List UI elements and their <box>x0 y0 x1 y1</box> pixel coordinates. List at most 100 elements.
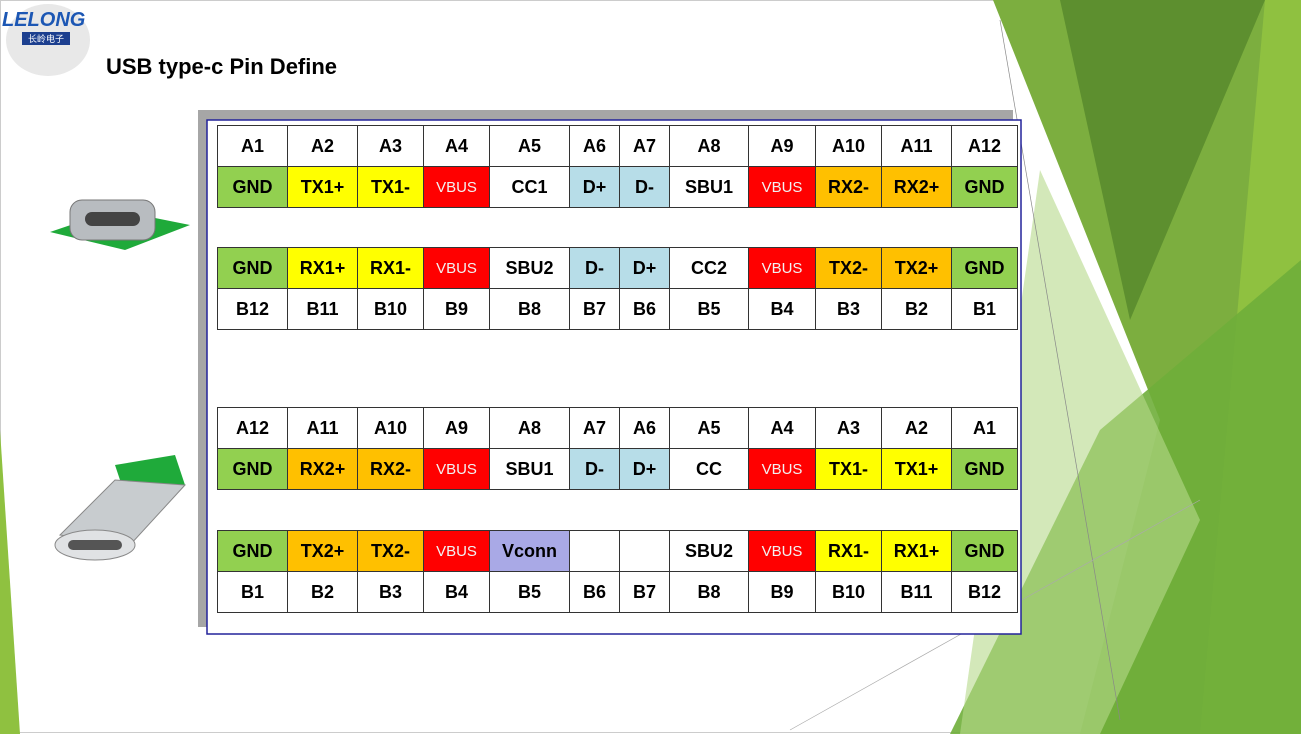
pin-cell: VBUS <box>423 530 490 572</box>
pin-cell: A6 <box>569 125 620 167</box>
pin-cell: B12 <box>951 571 1018 613</box>
pin-cell: SBU2 <box>669 530 749 572</box>
pin-cell: GND <box>951 530 1018 572</box>
pin-table: A1 A2 A3 A4 A5 A6 A7 A8 A9 A10 A11 A12 GND TX1+ TX1- VB… <box>217 125 1018 208</box>
logo-subtitle: 长岭电子 <box>28 33 64 44</box>
pin-cell: B8 <box>489 288 570 330</box>
pin-cell: D- <box>569 247 620 289</box>
pin-cell: B7 <box>569 288 620 330</box>
pin-cell: TX1+ <box>287 166 358 208</box>
pin-cell: A2 <box>287 125 358 167</box>
pin-cell: D- <box>619 166 670 208</box>
pin-cell: VBUS <box>423 448 490 490</box>
pin-row: A1 A2 A3 A4 A5 A6 A7 A8 A9 A10 A11 A12 <box>217 125 1018 167</box>
pin-cell: A7 <box>619 125 670 167</box>
pin-cell: CC1 <box>489 166 570 208</box>
pin-row: GND TX2+ TX2- VBUS Vconn SBU2 VBUS RX1- RX1+ GND <box>217 530 1018 572</box>
pin-cell: RX1- <box>815 530 882 572</box>
pin-cell: GND <box>217 247 288 289</box>
pin-cell: B5 <box>669 288 749 330</box>
pin-cell: D- <box>569 448 620 490</box>
pin-cell: B2 <box>287 571 358 613</box>
pin-cell: RX1+ <box>881 530 952 572</box>
pin-cell: A12 <box>951 125 1018 167</box>
pin-cell: B12 <box>217 288 288 330</box>
deco <box>1060 0 1265 320</box>
pin-cell: B6 <box>569 571 620 613</box>
pin-cell: VBUS <box>423 166 490 208</box>
pin-cell: D+ <box>569 166 620 208</box>
pin-cell: SBU1 <box>669 166 749 208</box>
pin-cell: B9 <box>748 571 816 613</box>
pin-cell: A3 <box>815 407 882 449</box>
pin-cell: RX2- <box>815 166 882 208</box>
pin-cell: B1 <box>951 288 1018 330</box>
receptacle-image <box>50 199 190 250</box>
pin-cell: B2 <box>881 288 952 330</box>
pin-cell: A4 <box>748 407 816 449</box>
pin-cell: A8 <box>669 125 749 167</box>
pin-row: GND RX1+ RX1- VBUS SBU2 D- D+ CC2 VBUS TX2- TX2+ GN… <box>217 247 1018 289</box>
logo-box <box>22 32 70 45</box>
pin-cell: B5 <box>489 571 570 613</box>
pin-cell: B7 <box>619 571 670 613</box>
pin-cell: A11 <box>881 125 952 167</box>
logo-brand: LELONG <box>2 9 85 31</box>
pin-cell: A9 <box>748 125 816 167</box>
pin-cell: B6 <box>619 288 670 330</box>
pin-cell: B10 <box>357 288 424 330</box>
pin-cell: RX1- <box>357 247 424 289</box>
pin-cell: A7 <box>569 407 620 449</box>
pin-cell: GND <box>951 247 1018 289</box>
pin-cell <box>569 530 620 572</box>
pin-cell <box>619 530 670 572</box>
slide-title: USB type-c Pin Define <box>106 54 337 79</box>
pin-cell: D+ <box>619 247 670 289</box>
pin-cell: A5 <box>489 125 570 167</box>
pin-cell: A4 <box>423 125 490 167</box>
plug-image <box>54 455 187 561</box>
pin-cell: B1 <box>217 571 288 613</box>
pin-cell: TX1- <box>815 448 882 490</box>
pin-cell: B3 <box>815 288 882 330</box>
pin-cell: SBU1 <box>489 448 570 490</box>
pin-cell: A11 <box>287 407 358 449</box>
pin-cell: GND <box>217 530 288 572</box>
pin-cell: A12 <box>217 407 288 449</box>
pin-cell: A10 <box>815 125 882 167</box>
pin-cell: A3 <box>357 125 424 167</box>
pin-cell: A5 <box>669 407 749 449</box>
pin-cell: TX2- <box>815 247 882 289</box>
pin-cell: A8 <box>489 407 570 449</box>
pin-cell: GND <box>951 448 1018 490</box>
pin-cell: GND <box>217 448 288 490</box>
pin-cell: RX1+ <box>287 247 358 289</box>
pin-table: GND RX1+ RX1- VBUS SBU2 D- D+ CC2 VBUS TX2- TX2+ GN… <box>217 247 1018 330</box>
pin-row: B12 B11 B10 B9 B8 B7 B6 B5 B4 B3 B2 B1 <box>217 288 1018 330</box>
pin-cell: A1 <box>951 407 1018 449</box>
pin-cell: RX2+ <box>881 166 952 208</box>
pin-cell: CC <box>669 448 749 490</box>
pin-cell: A2 <box>881 407 952 449</box>
pin-cell: B9 <box>423 288 490 330</box>
pin-cell: VBUS <box>423 247 490 289</box>
pin-cell: B10 <box>815 571 882 613</box>
pin-cell: TX2+ <box>881 247 952 289</box>
pin-cell: B8 <box>669 571 749 613</box>
pin-table: A12 A11 A10 A9 A8 A7 A6 A5 A4 A3 A2 A1 GND RX2+ RX2- VB… <box>217 407 1018 490</box>
pin-cell: B4 <box>423 571 490 613</box>
pin-row: GND TX1+ TX1- VBUS CC1 D+ D- SBU1 VBUS RX2- RX2+ GN… <box>217 166 1018 208</box>
pin-cell: B3 <box>357 571 424 613</box>
pin-cell: D+ <box>619 448 670 490</box>
pin-cell: Vconn <box>489 530 570 572</box>
pin-cell: RX2+ <box>287 448 358 490</box>
pin-cell: SBU2 <box>489 247 570 289</box>
pin-cell: TX2- <box>357 530 424 572</box>
pin-cell: CC2 <box>669 247 749 289</box>
pin-table: GND TX2+ TX2- VBUS Vconn SBU2 VBUS RX1- RX1+ GND B… <box>217 530 1018 613</box>
pin-cell: VBUS <box>748 166 816 208</box>
pin-cell: B11 <box>881 571 952 613</box>
pin-cell: VBUS <box>748 448 816 490</box>
pin-cell: A6 <box>619 407 670 449</box>
pin-cell: TX1+ <box>881 448 952 490</box>
